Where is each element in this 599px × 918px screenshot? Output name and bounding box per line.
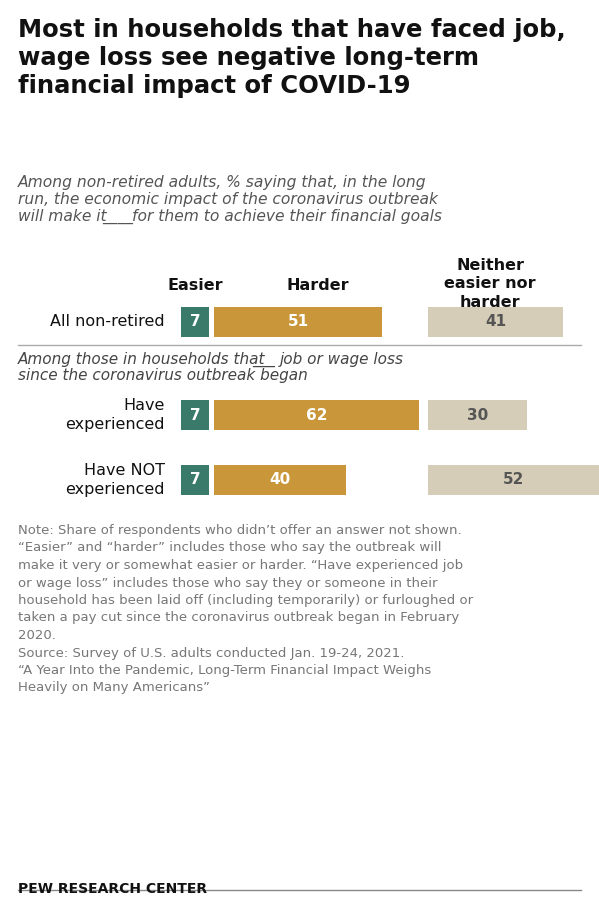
Text: Most in households that have faced job,
wage loss see negative long-term
financi: Most in households that have faced job, …	[18, 18, 565, 98]
Text: 51: 51	[288, 315, 308, 330]
FancyBboxPatch shape	[428, 465, 599, 495]
Text: 41: 41	[485, 315, 506, 330]
Text: 62: 62	[305, 408, 327, 422]
FancyBboxPatch shape	[214, 400, 419, 430]
Text: for them to achieve their financial goals: for them to achieve their financial goal…	[132, 209, 442, 224]
Text: Have
experienced: Have experienced	[65, 398, 165, 431]
Text: PEW RESEARCH CENTER: PEW RESEARCH CENTER	[18, 882, 207, 896]
Text: 40: 40	[270, 473, 291, 487]
Text: 7: 7	[190, 315, 200, 330]
Text: 7: 7	[190, 473, 200, 487]
Text: Harder: Harder	[287, 278, 349, 293]
FancyBboxPatch shape	[428, 400, 527, 430]
FancyBboxPatch shape	[214, 307, 382, 337]
Text: Among non-retired adults, % saying that, in the long: Among non-retired adults, % saying that,…	[18, 175, 426, 190]
FancyBboxPatch shape	[181, 465, 209, 495]
Text: will make it: will make it	[18, 209, 107, 224]
Text: 52: 52	[503, 473, 525, 487]
FancyBboxPatch shape	[428, 307, 563, 337]
Text: run, the economic impact of the coronavirus outbreak: run, the economic impact of the coronavi…	[18, 192, 438, 207]
FancyBboxPatch shape	[214, 465, 346, 495]
Text: 30: 30	[467, 408, 488, 422]
Text: Easier: Easier	[167, 278, 223, 293]
Text: Among those in households that: Among those in households that	[18, 352, 265, 367]
Text: All non-retired: All non-retired	[50, 315, 165, 330]
Text: ___: ___	[252, 352, 275, 367]
FancyBboxPatch shape	[181, 307, 209, 337]
FancyBboxPatch shape	[181, 400, 209, 430]
Text: job or wage loss: job or wage loss	[280, 352, 404, 367]
Text: 7: 7	[190, 408, 200, 422]
Text: Have NOT
experienced: Have NOT experienced	[65, 464, 165, 497]
Text: Note: Share of respondents who didn’t offer an answer not shown.
“Easier” and “h: Note: Share of respondents who didn’t of…	[18, 524, 473, 695]
Text: ____: ____	[102, 209, 133, 224]
Text: since the coronavirus outbreak began: since the coronavirus outbreak began	[18, 368, 308, 383]
Text: Neither
easier nor
harder: Neither easier nor harder	[444, 258, 536, 309]
